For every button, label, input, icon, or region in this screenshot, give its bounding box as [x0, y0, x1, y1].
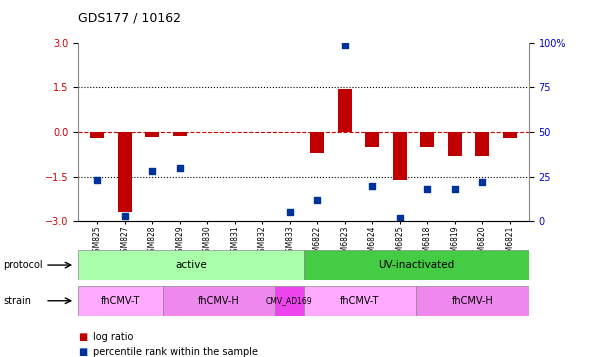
Bar	[393, 132, 406, 180]
Point	[175, 165, 185, 171]
Text: fhCMV-T: fhCMV-T	[101, 296, 140, 306]
Point	[477, 179, 487, 185]
Text: GDS177 / 10162: GDS177 / 10162	[78, 12, 181, 25]
Bar	[338, 89, 352, 132]
Bar	[118, 132, 132, 212]
Point	[450, 186, 460, 192]
Point	[120, 213, 130, 219]
Text: fhCMV-H: fhCMV-H	[452, 296, 493, 306]
Bar	[416, 286, 529, 316]
Bar	[304, 250, 529, 280]
Bar	[365, 132, 379, 147]
Bar	[448, 132, 462, 156]
Text: CMV_AD169: CMV_AD169	[266, 296, 313, 305]
Point	[395, 215, 404, 221]
Bar	[275, 286, 304, 316]
Bar	[420, 132, 434, 147]
Bar	[145, 132, 159, 136]
Point	[93, 177, 102, 183]
Bar	[310, 132, 324, 153]
Point	[285, 210, 294, 215]
Text: UV-inactivated: UV-inactivated	[378, 260, 454, 270]
Bar	[475, 132, 489, 156]
Text: log ratio: log ratio	[93, 332, 133, 342]
Bar	[304, 286, 416, 316]
Point	[340, 42, 350, 47]
Point	[313, 197, 322, 203]
Point	[423, 186, 432, 192]
Text: fhCMV-H: fhCMV-H	[198, 296, 240, 306]
Point	[367, 183, 377, 188]
Bar	[78, 250, 304, 280]
Point	[147, 169, 157, 174]
Text: percentile rank within the sample: percentile rank within the sample	[93, 347, 258, 357]
Bar	[173, 132, 187, 136]
Bar	[91, 132, 104, 138]
Text: protocol: protocol	[3, 260, 43, 270]
Bar	[163, 286, 275, 316]
Text: ■: ■	[78, 347, 87, 357]
Text: strain: strain	[3, 296, 31, 306]
Text: active: active	[175, 260, 207, 270]
Bar	[503, 132, 516, 138]
Text: ■: ■	[78, 332, 87, 342]
Bar	[78, 286, 163, 316]
Text: fhCMV-T: fhCMV-T	[340, 296, 380, 306]
